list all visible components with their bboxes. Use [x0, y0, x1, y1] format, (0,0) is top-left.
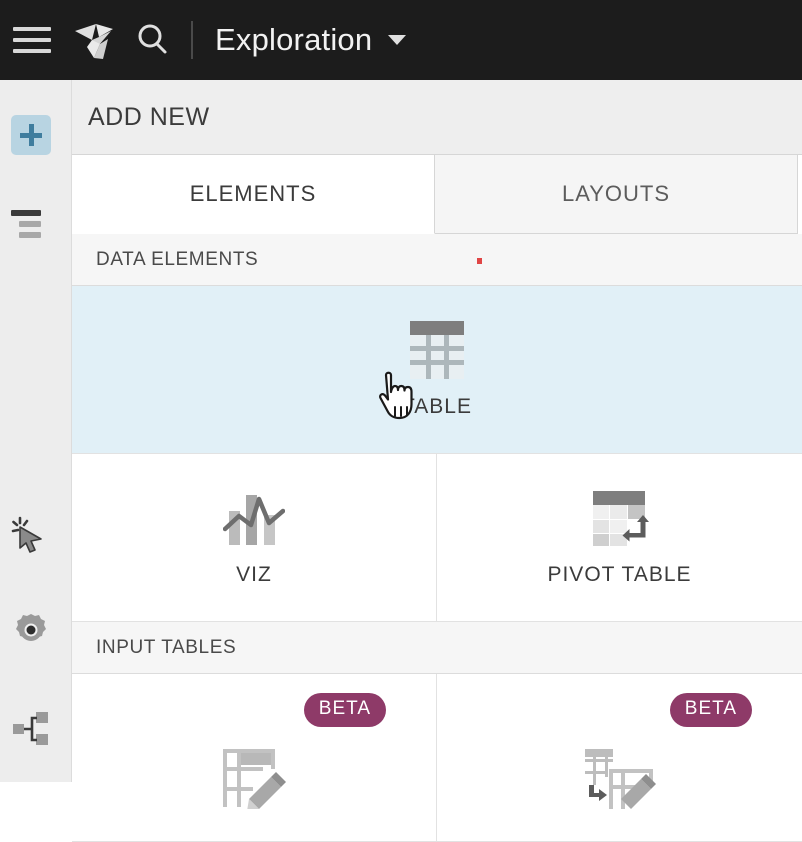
- section-title: INPUT TABLES: [96, 636, 237, 658]
- page-title: ADD NEW: [88, 102, 210, 131]
- toolbar-divider: [191, 21, 193, 59]
- search-icon[interactable]: [127, 14, 179, 66]
- sidebar-item-interactions[interactable]: [11, 514, 51, 554]
- element-card-viz[interactable]: VIZ: [72, 454, 437, 622]
- red-dot-marker-icon: [477, 258, 482, 264]
- add-new-button[interactable]: [11, 115, 51, 155]
- tab-layouts[interactable]: LAYOUTS: [435, 155, 798, 234]
- viz-chart-icon: [223, 489, 285, 547]
- data-elements-row-2: VIZ PIVOT TABLE: [72, 454, 802, 622]
- sidebar-item-hierarchy[interactable]: [11, 708, 51, 748]
- status-badge-beta: BETA: [303, 693, 386, 727]
- app-title-dropdown[interactable]: Exploration: [215, 22, 407, 58]
- top-bar: Exploration: [0, 0, 802, 80]
- element-card-table[interactable]: TABLE: [72, 286, 802, 454]
- hamburger-menu-icon[interactable]: [13, 27, 51, 53]
- gear-icon: [16, 614, 46, 641]
- list-icon-line: [19, 232, 41, 238]
- element-label: VIZ: [236, 562, 272, 586]
- element-card-pivot-table[interactable]: PIVOT TABLE: [437, 454, 802, 622]
- section-header-data-elements: DATA ELEMENTS: [72, 234, 802, 286]
- input-pivot-table-edit-icon: [583, 748, 657, 809]
- left-sidebar: [0, 80, 72, 782]
- hamburger-line: [13, 38, 51, 42]
- sidebar-item-content-list[interactable]: [11, 202, 51, 242]
- app-title: Exploration: [215, 22, 373, 57]
- pivot-table-icon: [591, 489, 649, 547]
- input-table-edit-icon: [219, 748, 289, 809]
- hamburger-line: [13, 27, 51, 31]
- section-header-input-tables: INPUT TABLES: [72, 622, 802, 674]
- sidebar-item-settings[interactable]: [11, 610, 51, 650]
- hierarchy-tree-icon: [13, 712, 48, 745]
- panel-header: ADD NEW: [72, 80, 802, 155]
- tab-bar: ELEMENTS LAYOUTS: [72, 155, 802, 234]
- list-icon-line: [11, 210, 41, 216]
- plus-icon-vertical: [28, 124, 34, 146]
- list-icon-line: [19, 221, 41, 227]
- hamburger-line: [13, 49, 51, 53]
- element-card-input-pivot-table[interactable]: BETA: [437, 674, 802, 842]
- table-icon: [409, 320, 465, 379]
- element-label: TABLE: [402, 394, 472, 418]
- data-elements-row-1: TABLE: [72, 286, 802, 454]
- status-badge-beta: BETA: [669, 693, 752, 727]
- element-card-input-table[interactable]: BETA: [72, 674, 437, 842]
- click-cursor-icon: [11, 516, 42, 553]
- tab-elements[interactable]: ELEMENTS: [72, 155, 435, 234]
- pyramid-origami-bird-logo-icon[interactable]: [67, 13, 121, 67]
- input-tables-row-1: BETA: [72, 674, 802, 842]
- chevron-down-icon[interactable]: [388, 35, 407, 45]
- add-new-panel: ADD NEW ELEMENTS LAYOUTS DATA ELEMENTS: [72, 80, 802, 842]
- section-title: DATA ELEMENTS: [96, 248, 259, 270]
- element-label: PIVOT TABLE: [547, 562, 692, 586]
